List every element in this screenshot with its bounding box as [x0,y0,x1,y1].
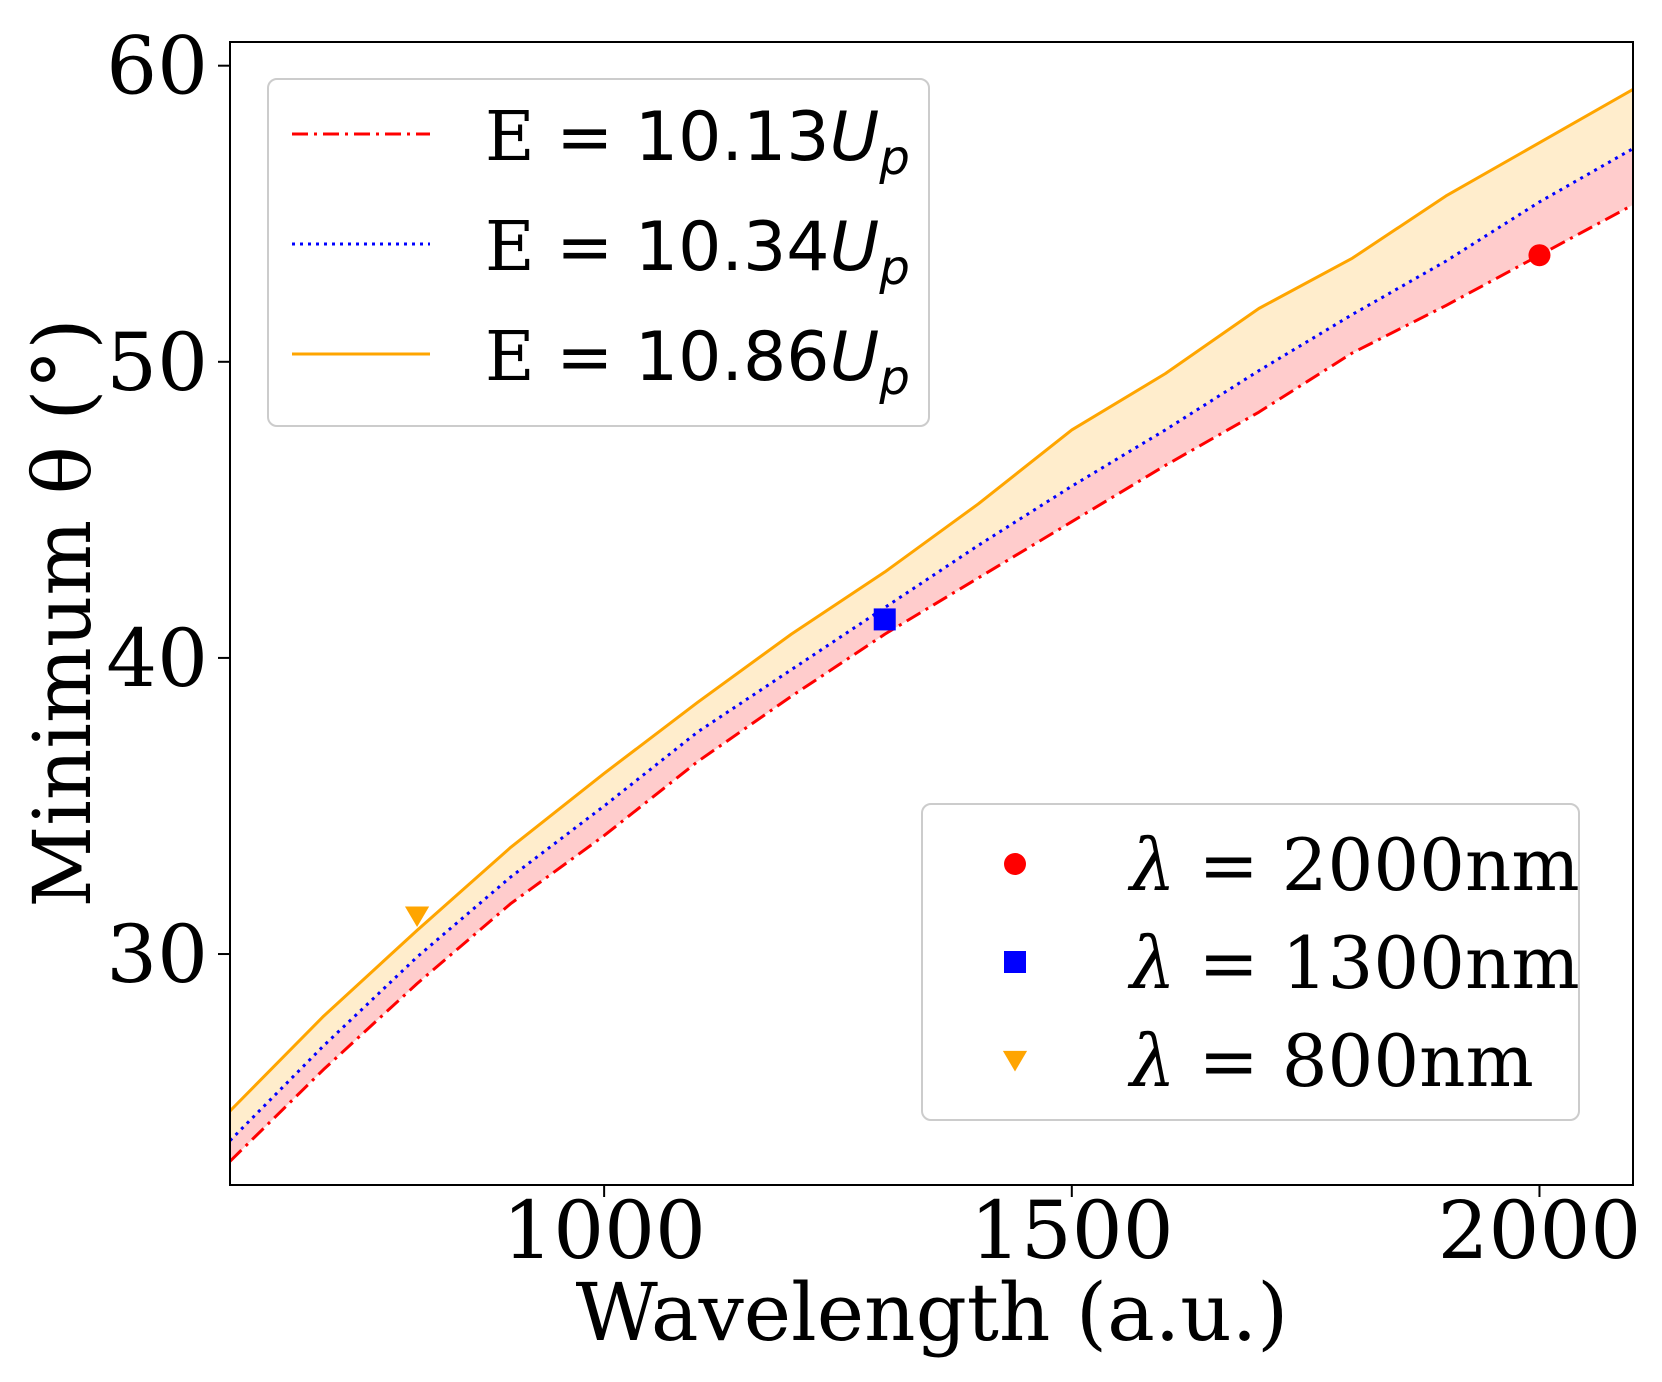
y-tick-label: 40 [106,612,208,705]
legend-marker-label: λ = 800nm [1127,1019,1534,1103]
y-tick-label: 30 [106,908,208,1001]
series-line-3 [230,88,1633,1113]
legend-series-box [267,78,930,427]
legend-markers-box [921,803,1580,1121]
series-lines [230,88,1633,1163]
y-axis-label: Minimum θ (°) [16,318,109,907]
fill-regions [230,89,1633,1162]
x-tick-label: 1000 [502,1184,706,1277]
legend-markers: λ = 2000nm λ = 1300nm λ = 800nm [921,803,1580,1121]
legend-marker-square [1004,951,1026,973]
data-markers [404,244,1551,928]
legend-marker-label: λ = 2000nm [1127,823,1580,907]
y-tick-label: 50 [106,316,208,409]
fill-region-1 [230,148,1633,1162]
data-marker-triangle-down [404,906,430,928]
legend-series-label: E = 10.13Up [485,98,910,186]
x-axis-ticks: 1000 1500 2000 [502,1184,1641,1277]
y-tick-label: 60 [106,20,208,113]
series-line-1 [230,203,1633,1163]
fill-region-2 [230,89,1633,1141]
legend-series: E = 10.13Up E = 10.34Up E = 10.86Up [267,78,930,427]
data-marker-circle [1528,244,1551,267]
x-tick-label: 1500 [970,1184,1174,1277]
x-axis-label: Wavelength (a.u.) [576,1266,1289,1359]
y-axis-ticks: 30 40 50 60 [106,20,230,1001]
legend-marker-circle [1004,853,1026,875]
x-tick-label: 2000 [1438,1184,1642,1277]
legend-series-label: E = 10.86Up [485,318,910,406]
legend-series-label: E = 10.34Up [485,208,910,296]
legend-marker-label: λ = 1300nm [1127,921,1580,1005]
data-marker-square [873,608,896,631]
plot-frame [229,41,1634,1186]
legend-marker-triangle-down [1002,1050,1028,1072]
